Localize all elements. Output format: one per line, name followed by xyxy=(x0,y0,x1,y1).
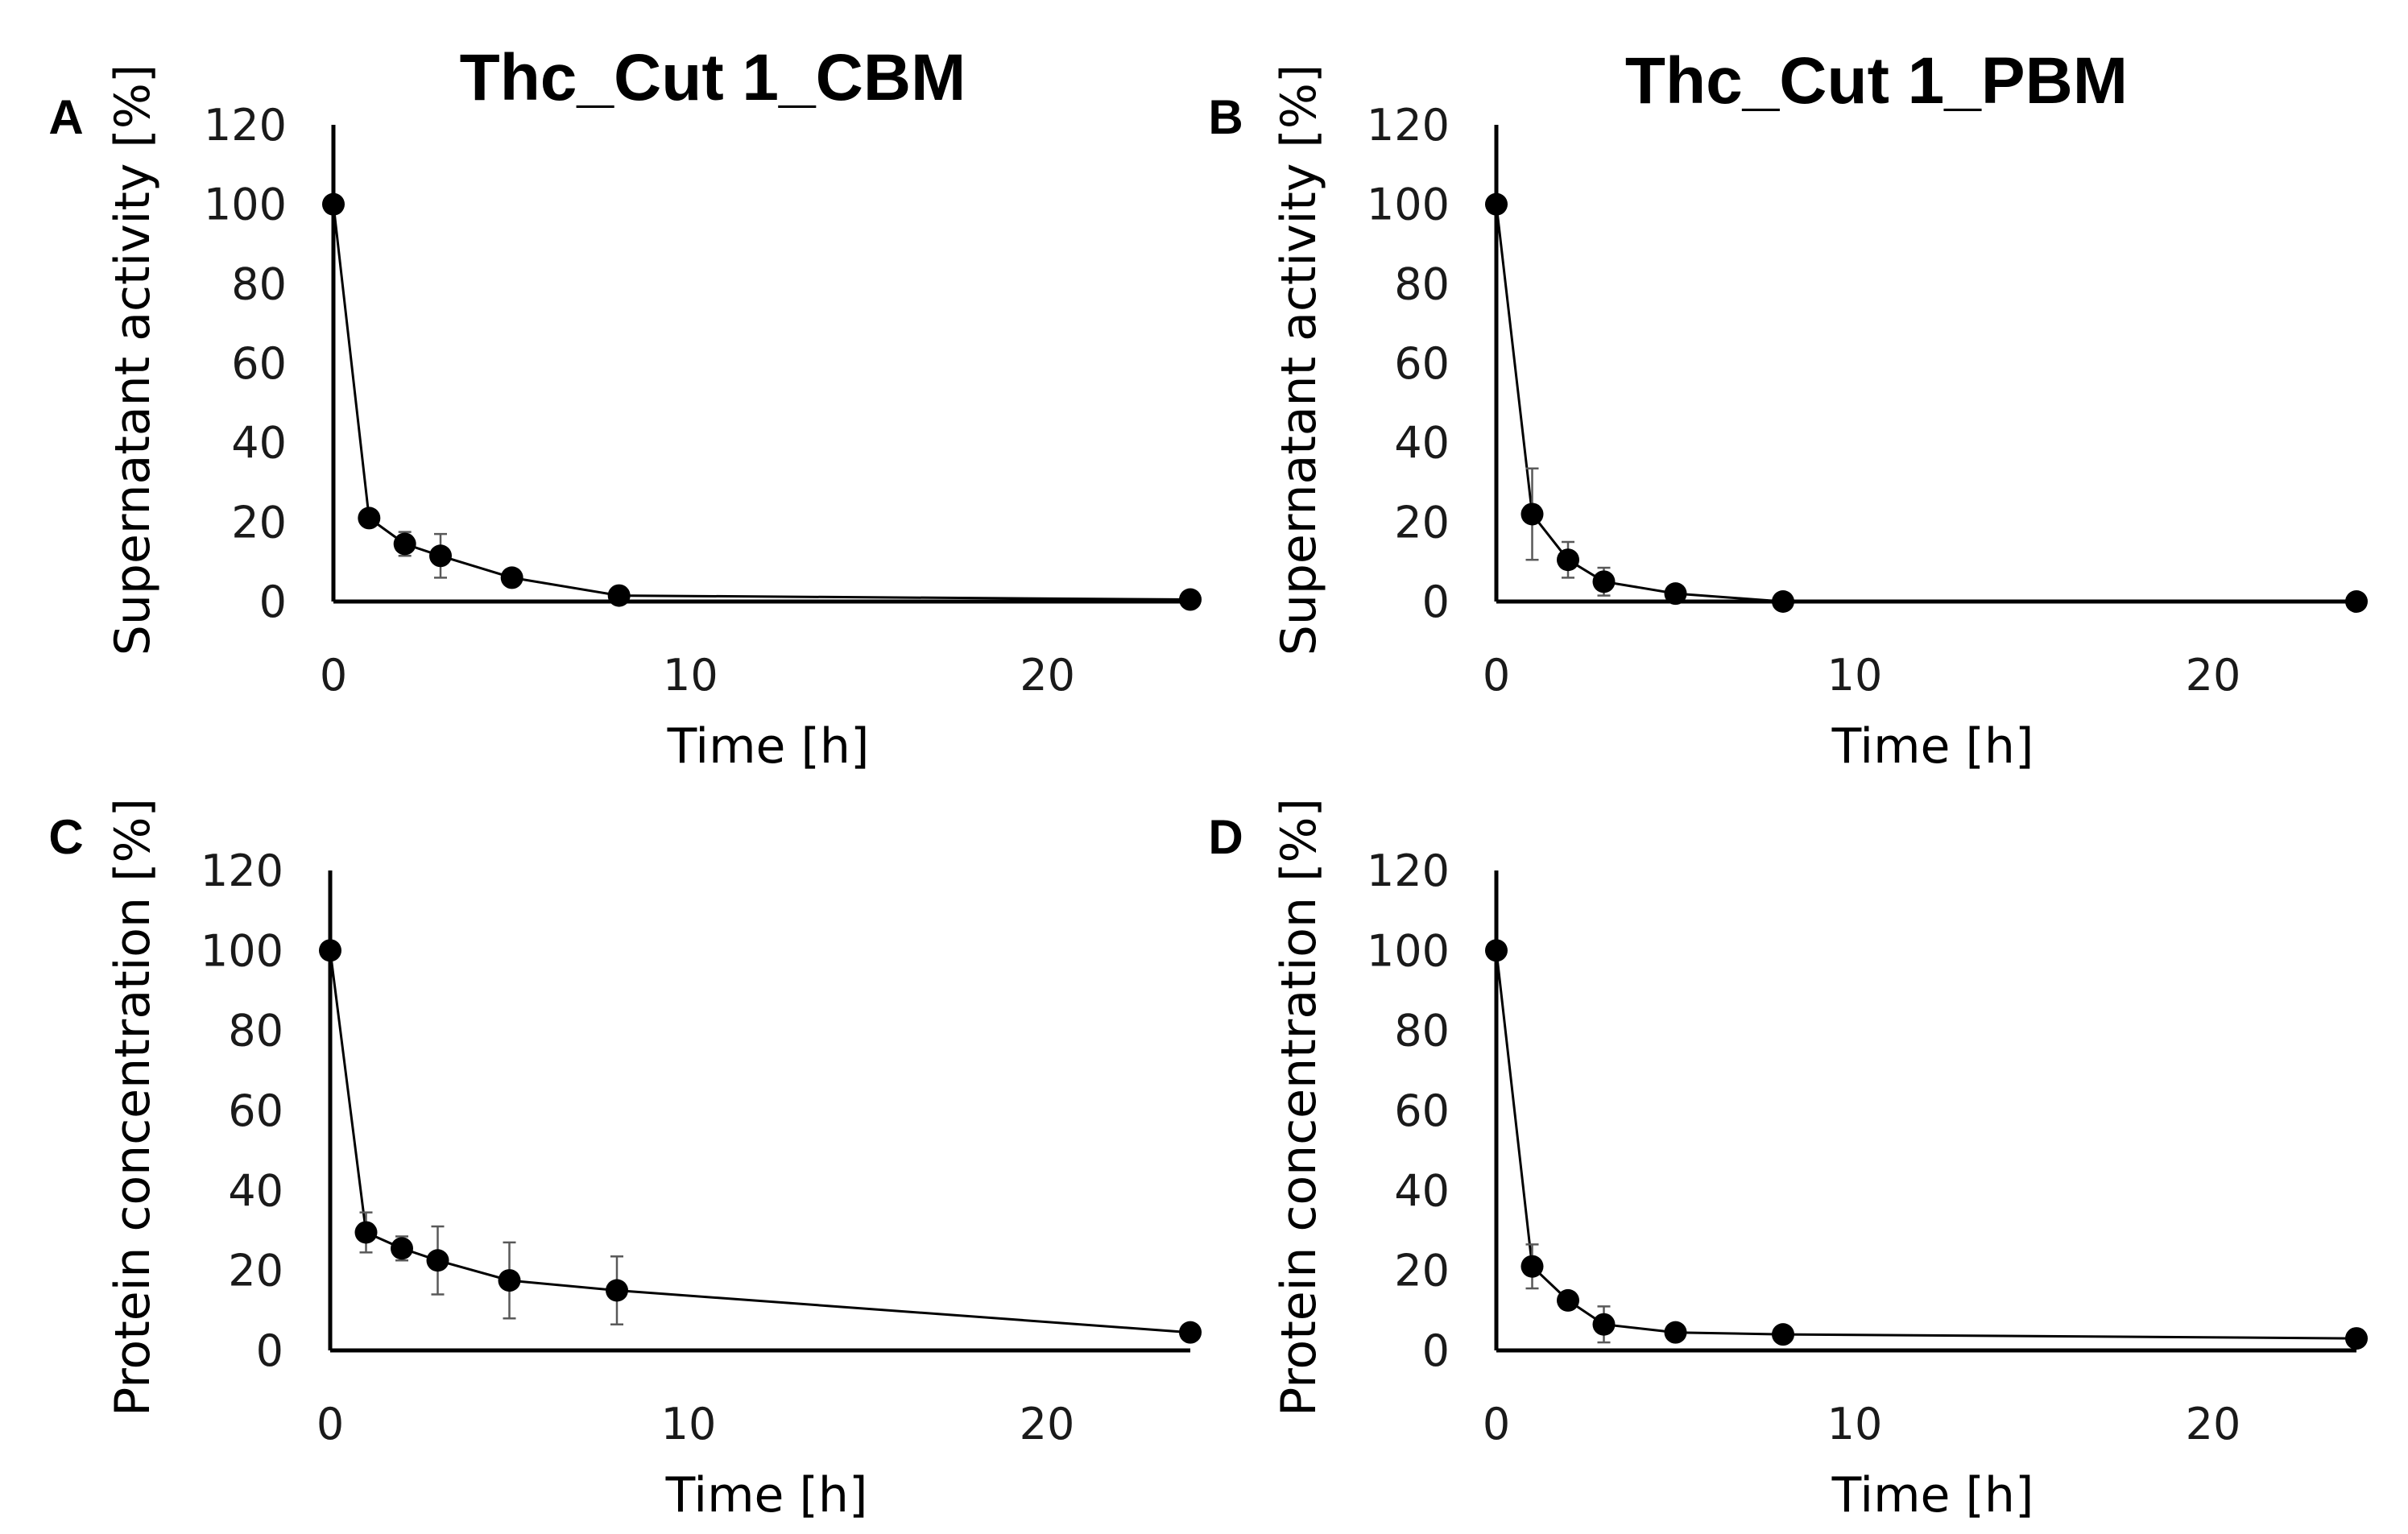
panel-d-y-tick-40: 40 xyxy=(1394,1165,1450,1216)
panel-c-x-axis-title: Time [h] xyxy=(665,1467,868,1524)
panel-c-y-tick-100: 100 xyxy=(201,925,283,976)
panel-a-data-point-4 xyxy=(500,566,523,589)
panel-c-data-point-3 xyxy=(426,1249,449,1272)
panel-d-data-point-3 xyxy=(1592,1313,1616,1336)
panel-a-y-axis-title: Supernatant activity [%] xyxy=(105,64,161,656)
panel-b-data-point-6 xyxy=(2345,590,2368,613)
panel-b-y-tick-100: 100 xyxy=(1367,180,1450,230)
panel-c-y-axis-title: Protein concentration [%] xyxy=(105,798,161,1416)
panel-d-data-point-5 xyxy=(1772,1323,1794,1346)
panel-d-series-line xyxy=(1495,950,2357,1340)
panel-b-y-tick-80: 80 xyxy=(1394,258,1450,309)
panel-c-x-tick-10: 10 xyxy=(661,1399,717,1449)
panel-b-y-tick-20: 20 xyxy=(1394,497,1450,548)
panel-c-series-line xyxy=(329,950,1191,1334)
panel-b-data-point-0 xyxy=(1485,192,1508,216)
panel-a-x-tick-20: 20 xyxy=(1020,650,1075,701)
panel-b-y-axis-title: Supernatant activity [%] xyxy=(1271,64,1327,656)
panel-b-x-axis-title: Time [h] xyxy=(1831,718,2034,775)
panel-b-y-tick-40: 40 xyxy=(1394,418,1450,469)
panel-a-x-tick-0: 0 xyxy=(320,650,347,701)
panel-c-y-tick-0: 0 xyxy=(256,1325,283,1376)
panel-c-data-point-2 xyxy=(391,1237,413,1260)
panel-a-letter: A xyxy=(48,90,83,144)
panel-b-data-point-3 xyxy=(1592,570,1616,593)
panel-a-y-tick-40: 40 xyxy=(231,418,287,469)
panel-a-y-tick-80: 80 xyxy=(231,258,287,309)
panel-d-y-tick-80: 80 xyxy=(1394,1006,1450,1056)
panel-c-x-tick-20: 20 xyxy=(1020,1399,1075,1449)
panel-a-y-tick-0: 0 xyxy=(259,577,287,627)
panel-d-data-point-2 xyxy=(1557,1288,1579,1312)
panel-b-x-tick-0: 0 xyxy=(1483,650,1510,701)
panel-c-y-tick-80: 80 xyxy=(228,1006,283,1056)
panel-a-data-point-0 xyxy=(322,192,345,216)
panel-d-x-axis-title: Time [h] xyxy=(1831,1467,2034,1524)
panel-d-y-tick-120: 120 xyxy=(1367,846,1450,896)
panel-b-letter: B xyxy=(1208,90,1243,144)
panel-c-y-tick-120: 120 xyxy=(201,846,283,896)
panel-d-x-tick-0: 0 xyxy=(1483,1399,1510,1449)
panel-d-data-point-0 xyxy=(1485,939,1508,962)
panel-d-data-point-4 xyxy=(1664,1321,1687,1344)
panel-d-x-tick-20: 20 xyxy=(2186,1399,2241,1449)
panel-a-y-tick-60: 60 xyxy=(231,338,287,389)
panel-a-y-tick-120: 120 xyxy=(204,100,287,151)
panel-a-series-line xyxy=(332,204,1191,601)
panel-a-data-point-3 xyxy=(429,544,452,568)
panel-b-y-tick-120: 120 xyxy=(1367,100,1450,151)
panel-c-y-tick-40: 40 xyxy=(228,1165,283,1216)
panel-d-data-point-6 xyxy=(2345,1327,2368,1350)
panel-d-y-tick-60: 60 xyxy=(1394,1085,1450,1136)
panel-b-data-point-4 xyxy=(1664,582,1687,606)
panel-d-y-tick-0: 0 xyxy=(1422,1325,1450,1376)
panel-b-y-tick-60: 60 xyxy=(1394,338,1450,389)
column-title-left: Thc_Cut 1_CBM xyxy=(460,41,966,114)
panel-d-data-point-1 xyxy=(1521,1255,1544,1278)
panel-b-data-point-5 xyxy=(1772,590,1794,613)
panel-b-series-line xyxy=(1495,204,2356,603)
panel-c-data-point-5 xyxy=(606,1279,628,1302)
panel-c-y-tick-60: 60 xyxy=(228,1085,283,1136)
panel-a-x-tick-10: 10 xyxy=(663,650,718,701)
panel-b-x-tick-10: 10 xyxy=(1827,650,1883,701)
panel-d-letter: D xyxy=(1208,810,1243,864)
panel-b-data-point-1 xyxy=(1521,502,1544,526)
panel-a-y-tick-20: 20 xyxy=(231,497,287,548)
panel-a-x-axis-title: Time [h] xyxy=(667,718,870,775)
panel-d-y-tick-20: 20 xyxy=(1394,1246,1450,1296)
panel-a-data-point-6 xyxy=(1179,588,1202,611)
panel-b-y-tick-0: 0 xyxy=(1422,577,1450,627)
panel-d-x-tick-10: 10 xyxy=(1827,1399,1883,1449)
panel-c-data-point-1 xyxy=(354,1221,378,1244)
panel-a-data-point-1 xyxy=(358,507,381,530)
panel-b-x-tick-20: 20 xyxy=(2186,650,2241,701)
panel-a-data-point-5 xyxy=(607,584,631,607)
panel-d-y-axis-title: Protein concentration [%] xyxy=(1271,798,1327,1416)
panel-b-data-point-2 xyxy=(1557,548,1579,572)
panel-c-y-tick-20: 20 xyxy=(228,1246,283,1296)
panel-d-y-tick-100: 100 xyxy=(1367,925,1450,976)
column-title-right: Thc_Cut 1_PBM xyxy=(1625,44,2128,118)
panel-a-y-tick-100: 100 xyxy=(204,180,287,230)
panel-c-x-tick-0: 0 xyxy=(317,1399,344,1449)
panel-c-data-point-6 xyxy=(1179,1321,1202,1344)
panel-c-data-point-0 xyxy=(319,939,341,962)
panel-a-data-point-2 xyxy=(393,532,416,556)
panel-c-data-point-4 xyxy=(498,1269,521,1292)
panel-c-letter: C xyxy=(48,810,83,864)
